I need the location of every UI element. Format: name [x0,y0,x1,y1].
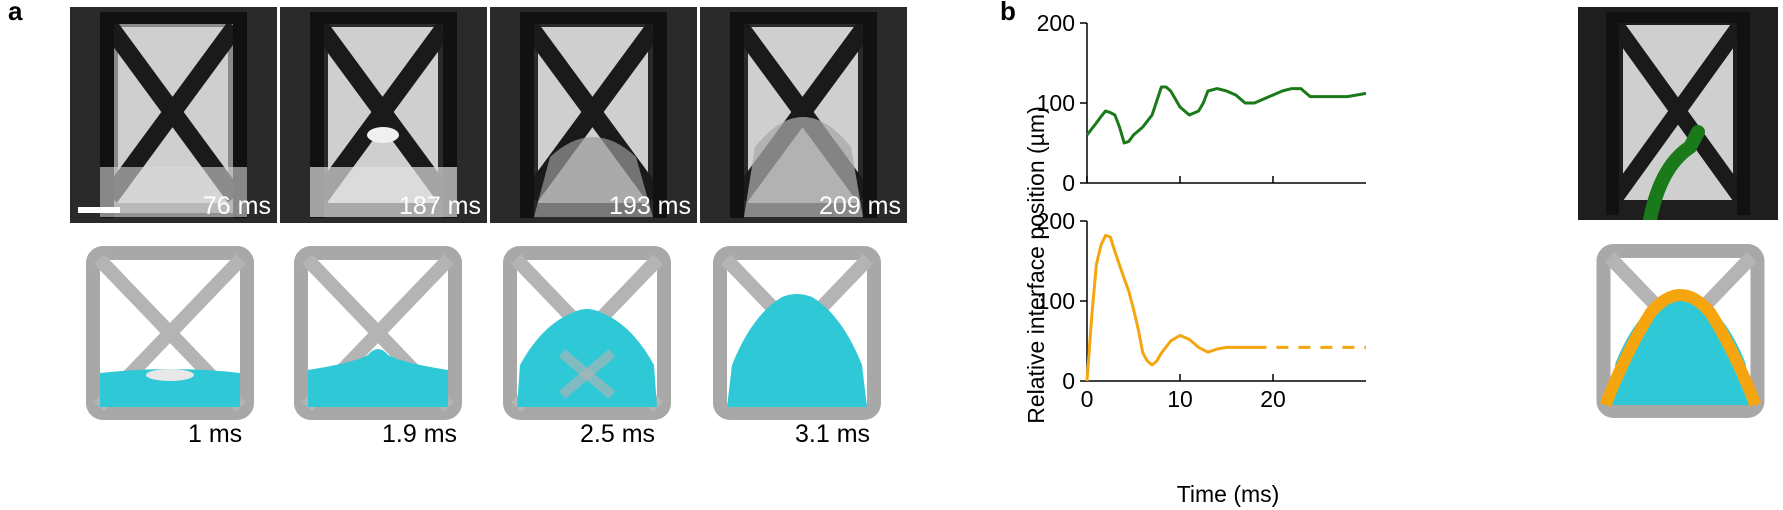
photo-frame-4: 209 ms [700,7,907,223]
simulation-interface-trace [1599,288,1762,408]
photo-time-label: 187 ms [399,192,481,220]
photo-time-label: 193 ms [609,192,691,220]
scale-bar [78,207,120,213]
experiment-interface-trace [1643,125,1705,220]
photo-time-label: 209 ms [819,192,901,220]
lattice-photo-graphic [490,7,697,223]
simulation-plot: 0 100 200 0 10 20 [1037,208,1366,412]
lattice-photo-graphic [700,7,907,223]
y-tick-label: 100 [1037,90,1075,116]
simulation-time-label: 1.9 ms [382,420,458,448]
series-line [1085,233,1255,382]
simulation-frame-3 [503,246,671,420]
x-tick-label: 20 [1260,386,1286,412]
photo-frame-3: 193 ms [490,7,697,223]
lattice-photo-graphic [70,7,277,223]
y-tick-label: 0 [1062,170,1075,196]
y-tick-label: 200 [1037,10,1075,36]
simulation-time-label: 1 ms [188,420,243,448]
simulation-time-label: 2.5 ms [580,420,656,448]
lattice-photo-graphic [280,7,487,223]
x-tick-label: 10 [1167,386,1193,412]
simulation-frame-4 [713,246,881,420]
x-axis-label: Time (ms) [1177,481,1280,507]
photo-frame-2: 187 ms [280,7,487,223]
panel-letter-a: a [8,0,23,26]
series-line [1085,85,1367,145]
simulation-overlay-image [1596,244,1765,418]
interface-position-chart: 0 100 200 0 100 200 0 10 20 Relative interface … [1023,10,1367,507]
experiment-overlay-image [1578,7,1778,220]
photo-frame-1: 76 ms [70,7,277,223]
experiment-plot: 0 100 200 [1037,10,1367,196]
x-tick-label: 0 [1081,386,1094,412]
simulation-frame-1 [86,246,254,420]
photo-time-label: 76 ms [202,192,271,220]
y-tick-label: 0 [1062,368,1075,394]
simulation-frame-2 [294,246,462,420]
y-tick-label: 100 [1037,288,1075,314]
panel-letter-b: b [1000,0,1016,26]
y-axis-label: Relative interface position (µm) [1023,106,1049,424]
simulation-time-label: 3.1 ms [795,420,871,448]
y-tick-label: 200 [1037,208,1075,234]
